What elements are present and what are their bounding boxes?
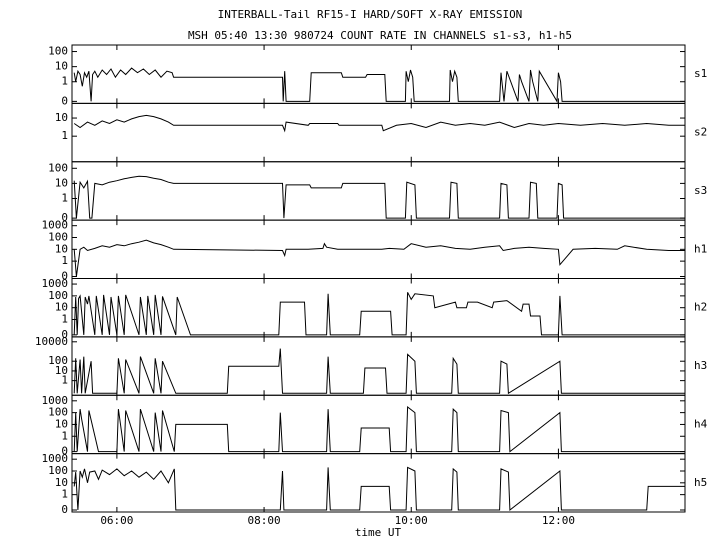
- chart-title: INTERBALL-Tail RF15-I HARD/SOFT X-RAY EM…: [218, 8, 523, 21]
- panel-frame: [71, 336, 686, 396]
- y-tick-label: 100: [48, 354, 68, 367]
- y-tick-label: 10: [55, 60, 68, 73]
- y-tick-label: 10: [55, 111, 68, 124]
- series-line: [73, 292, 685, 336]
- series-line: [73, 67, 685, 104]
- y-tick-label: 1000: [42, 394, 69, 407]
- y-tick-label: 0: [61, 270, 68, 283]
- y-tick-label: 100: [48, 406, 68, 419]
- y-tick-label: 0: [61, 328, 68, 341]
- y-tick-label: 100: [48, 464, 68, 477]
- x-axis-label: time UT: [355, 526, 402, 539]
- y-tick-label: 1: [61, 488, 68, 501]
- y-tick-label: 10: [55, 476, 68, 489]
- y-tick-label: 1: [61, 129, 68, 142]
- series-line: [73, 175, 685, 219]
- series-line: [73, 348, 685, 395]
- y-tick-label: 0: [61, 94, 68, 107]
- y-tick-label: 10: [55, 364, 68, 377]
- y-tick-label: 10000: [35, 335, 68, 348]
- x-tick-label: 08:00: [248, 514, 281, 527]
- y-tick-label: 10: [55, 301, 68, 314]
- series-line: [73, 466, 685, 511]
- y-tick-label: 1: [61, 313, 68, 326]
- panel-label: s2: [694, 126, 707, 139]
- panel-label: s1: [694, 67, 707, 80]
- y-tick-label: 100: [48, 45, 68, 58]
- y-tick-label: 1: [61, 254, 68, 267]
- panel-frame: [71, 453, 686, 513]
- y-tick-label: 100: [48, 231, 68, 244]
- panel-frame: [71, 102, 686, 163]
- y-tick-label: 100: [48, 289, 68, 302]
- panel-label: h2: [694, 301, 707, 314]
- y-tick-label: 1: [61, 75, 68, 88]
- y-tick-label: 1000: [42, 277, 69, 290]
- x-tick-label: 12:00: [542, 514, 575, 527]
- y-tick-label: 0: [61, 503, 68, 516]
- panel-frame: [71, 278, 686, 338]
- y-tick-label: 1000: [42, 452, 69, 465]
- y-tick-label: 10: [55, 176, 68, 189]
- panel-label: h4: [694, 417, 708, 430]
- series-line: [73, 239, 685, 277]
- panel-label: s3: [694, 184, 707, 197]
- y-tick-label: 0: [61, 211, 68, 224]
- y-tick-label: 1: [61, 191, 68, 204]
- chart-subtitle: MSH 05:40 13:30 980724 COUNT RATE IN CHA…: [188, 29, 572, 42]
- x-tick-label: 10:00: [395, 514, 428, 527]
- y-tick-label: 10: [55, 242, 68, 255]
- y-tick-label: 0: [61, 445, 68, 458]
- y-tick-label: 1000: [42, 219, 69, 232]
- panel-label: h1: [694, 242, 707, 255]
- panel-label: h3: [694, 359, 707, 372]
- y-tick-label: 10: [55, 417, 68, 430]
- series-line: [73, 114, 685, 133]
- panel-frame: [71, 394, 686, 455]
- panel-label: h5: [694, 476, 707, 489]
- y-tick-label: 1: [61, 374, 68, 387]
- panel-frame: [71, 161, 686, 221]
- series-line: [73, 406, 685, 453]
- y-tick-label: 100: [48, 161, 68, 174]
- x-tick-label: 06:00: [100, 514, 133, 527]
- y-tick-label: 1: [61, 429, 68, 442]
